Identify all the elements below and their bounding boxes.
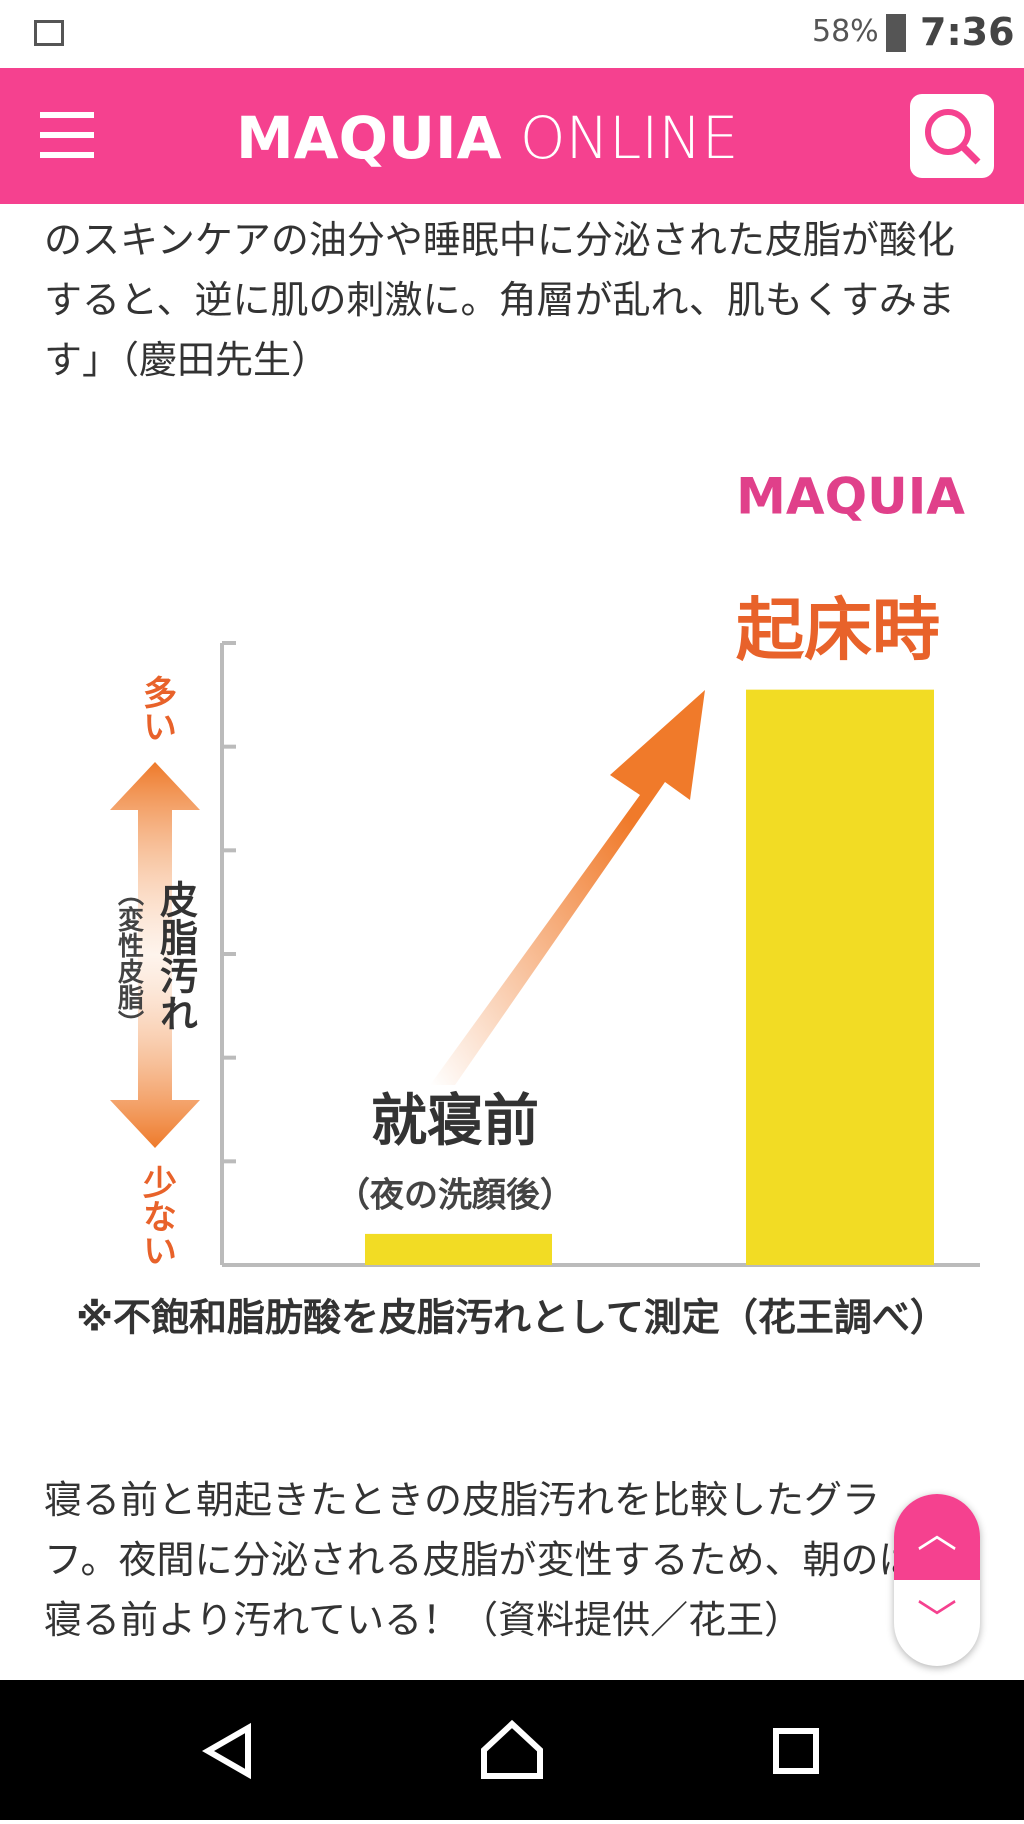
- logo[interactable]: MAQUIA ONLINE: [236, 104, 738, 172]
- y-low-label: 少ない: [137, 1165, 177, 1267]
- scale-arrow: [110, 762, 200, 1148]
- battery-icon: [886, 14, 906, 52]
- footnote: ※不飽和脂肪酸を皮脂汚れとして測定（花王調べ）: [76, 1296, 948, 1340]
- y-high-label: 多い: [137, 675, 177, 743]
- bar: [365, 1233, 552, 1265]
- search-icon: [925, 109, 981, 165]
- scroll-up[interactable]: ︿: [894, 1494, 980, 1580]
- rise-arrow: [430, 690, 705, 1085]
- header: MAQUIA ONLINE: [0, 68, 1024, 204]
- home-button[interactable]: [481, 1719, 543, 1779]
- category-label: 就寝前: [371, 1089, 539, 1154]
- bar: [746, 689, 934, 1265]
- image-icon: [34, 20, 64, 46]
- caption: 寝る前と朝起きたときの皮脂汚れを比較したグラフ。夜間に分泌される皮脂が変性するた…: [44, 1478, 917, 1642]
- battery-level: 58%: [812, 14, 879, 49]
- watermark: MAQUIA: [736, 468, 965, 526]
- menu-button[interactable]: [40, 112, 94, 118]
- status-bar: 58% 7:36: [0, 0, 1024, 68]
- nav-icons: [201, 1719, 819, 1780]
- scroll-down[interactable]: ﹀: [917, 1597, 957, 1643]
- scroll-buttons: ︿ ﹀: [894, 1494, 980, 1666]
- recents-button[interactable]: [773, 1728, 819, 1774]
- nav-bar: [0, 1680, 1024, 1820]
- paragraph: のスキンケアの油分や睡眠中に分泌された皮脂が酸化すると、逆に肌の刺激に。角層が乱…: [44, 218, 955, 382]
- y-label-note: （変性皮脂）: [114, 880, 144, 1036]
- category-note: （夜の洗顔後）: [336, 1176, 574, 1216]
- logo-light: ONLINE: [519, 104, 739, 172]
- logo-bold: MAQUIA: [236, 104, 502, 172]
- y-label: 皮脂汚れ: [154, 880, 198, 1032]
- clock: 7:36: [920, 10, 1015, 54]
- category-label: 起床時: [736, 592, 940, 671]
- back-button[interactable]: [201, 1722, 251, 1780]
- search-button[interactable]: [910, 94, 994, 178]
